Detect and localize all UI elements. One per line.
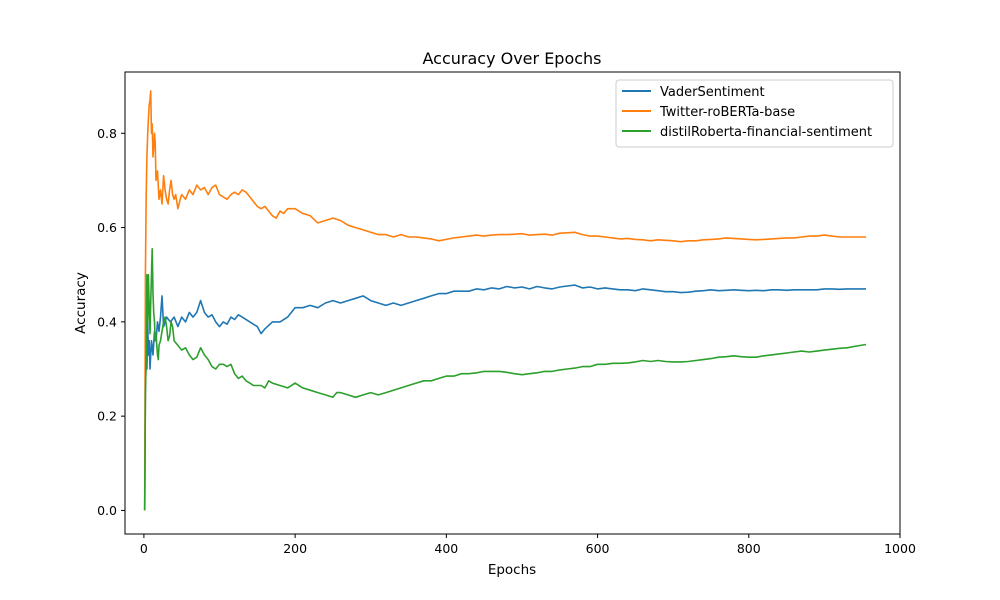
x-tick-label: 400	[434, 541, 458, 556]
x-tick-label: 600	[586, 541, 610, 556]
legend: VaderSentiment Twitter-roBERTa-base dist…	[615, 79, 894, 148]
chart-title: Accuracy Over Epochs	[422, 49, 601, 68]
x-tick-label: 1000	[884, 541, 916, 556]
x-tick-label: 0	[140, 541, 148, 556]
plot-frame	[124, 71, 901, 535]
x-axis-label: Epochs	[488, 562, 536, 578]
series-line-distilroberta-financial-sentiment	[143, 248, 867, 511]
series-line-vadersentiment	[143, 284, 866, 511]
legend-label-vader: VaderSentiment	[660, 85, 765, 100]
plot-lines	[143, 90, 867, 511]
x-tick-label: 200	[283, 541, 307, 556]
y-tick-label: 0.2	[97, 409, 117, 424]
legend-box	[615, 79, 894, 148]
y-tick-label: 0.4	[97, 314, 117, 329]
y-tick-label: 0.0	[97, 503, 117, 518]
x-tick-label: 800	[737, 541, 761, 556]
x-axis-ticks: 0 200 400 600 800 1000	[140, 534, 916, 556]
y-axis-label: Accuracy	[73, 272, 89, 334]
y-axis-ticks: 0.0 0.2 0.4 0.6 0.8	[97, 126, 125, 518]
series-line-twitter-roberta-base	[143, 90, 866, 511]
y-tick-label: 0.6	[97, 220, 117, 235]
legend-label-roberta: Twitter-roBERTa-base	[659, 105, 795, 120]
legend-label-distil: distilRoberta-financial-sentiment	[660, 125, 872, 140]
y-tick-label: 0.8	[97, 126, 117, 141]
